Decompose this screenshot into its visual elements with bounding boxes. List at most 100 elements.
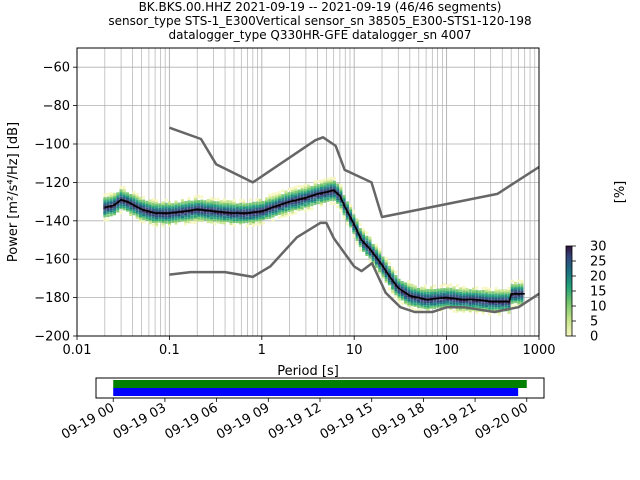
pdf-cell [446,300,450,304]
pdf-cell [167,209,171,213]
pdf-cell [155,217,159,221]
pdf-cell [329,184,333,188]
pdf-cell [349,224,353,228]
pdf-cell [151,223,155,227]
pdf-cell [161,214,165,218]
pdf-cell [439,292,443,296]
pdf-cell [326,191,330,195]
pdf-cell [281,207,285,211]
pdf-cell [148,221,152,225]
pdf-cell [426,304,430,308]
pdf-cell [520,296,524,300]
pdf-cell [394,279,398,283]
pdf-cell [381,256,385,260]
pdf-cell [391,268,395,272]
pdf-cell [213,222,217,226]
pdf-cell [297,189,301,193]
pdf-cell [381,273,385,277]
pdf-cell [113,205,117,209]
pdf-cell [349,203,353,207]
pdf-cell [171,203,175,207]
pdf-cell [142,205,146,209]
pdf-cell [158,203,162,207]
pdf-cell [391,274,395,278]
pdf-cell [290,186,294,190]
pdf-cell [300,203,304,207]
pdf-cell [303,183,307,187]
pdf-cell [180,201,184,205]
pdf-cell [167,223,171,227]
pdf-cell [284,208,288,212]
pdf-cell [387,281,391,285]
pdf-cell [352,216,356,220]
pdf-cell [206,211,210,215]
pdf-cell [449,301,453,305]
pdf-cell [281,200,285,204]
pdf-cell [355,231,359,235]
pdf-cell [245,203,249,207]
pdf-cell [426,289,430,293]
pdf-cell [113,192,117,196]
pdf-cell [478,292,482,296]
pdf-cell [358,240,362,244]
pdf-cell [471,302,475,306]
pdf-cell [345,205,349,209]
pdf-cell [171,215,175,219]
pdf-cell [255,207,259,211]
pdf-cell [265,199,269,203]
y-tick-label: −120 [34,176,70,191]
pdf-cell [281,198,285,202]
pdf-cell [319,198,323,202]
pdf-cell [462,301,466,305]
pdf-cell [439,305,443,309]
pdf-cell [261,200,265,204]
pdf-cell [255,218,259,222]
pdf-cell [520,279,524,283]
pdf-cell [229,209,233,213]
pdf-cell [229,217,233,221]
pdf-cell [475,286,479,290]
pdf-cell [119,189,123,193]
pdf-cell [410,299,414,303]
pdf-cell [138,209,142,213]
pdf-cell [329,181,333,185]
pdf-cell [290,195,294,199]
pdf-cell [478,302,482,306]
pdf-cell [462,300,466,304]
pdf-cell [155,202,159,206]
pdf-cell [417,287,421,291]
pdf-cell [248,198,252,202]
pdf-cell [116,196,120,200]
pdf-cell [248,204,252,208]
pdf-cell [407,286,411,290]
pdf-cell [197,210,201,214]
pdf-cell [407,284,411,288]
pdf-cell [106,210,110,214]
pdf-cell [122,207,126,211]
pdf-cell [265,216,269,220]
pdf-cell [378,257,382,261]
pdf-cell [239,202,243,206]
pdf-cell [365,231,369,235]
pdf-cell [452,286,456,290]
pdf-cell [271,214,275,218]
pdf-cell [332,180,336,184]
pdf-cell [442,283,446,287]
pdf-cell [284,212,288,216]
pdf-cell [384,271,388,275]
pdf-cell [501,293,505,297]
pdf-cell [271,197,275,201]
pdf-cell [252,223,256,227]
pdf-cell [404,286,408,290]
pdf-cell [203,213,207,217]
pdf-cell [200,219,204,223]
pdf-cell [132,201,136,205]
pdf-cell [449,294,453,298]
pdf-cell [429,291,433,295]
pdf-cell [313,194,317,198]
pdf-cell [235,215,239,219]
pdf-cell [349,222,353,226]
pdf-cell [300,206,304,210]
pdf-cell [271,207,275,211]
